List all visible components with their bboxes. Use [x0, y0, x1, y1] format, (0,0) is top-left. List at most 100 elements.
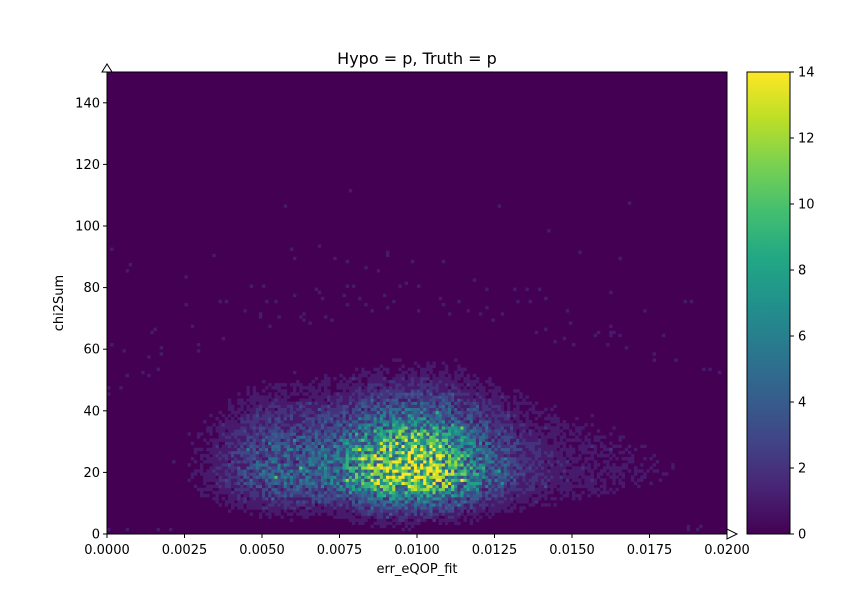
heatmap-cell: [398, 466, 402, 470]
heatmap-cell: [342, 487, 346, 492]
heatmap-cell: [258, 490, 263, 495]
heatmap-cell: [370, 444, 374, 449]
heatmap-cell: [336, 469, 340, 473]
heatmap-cell: [429, 469, 433, 473]
heatmap-cell: [342, 389, 346, 393]
heatmap-cell: [389, 475, 393, 479]
heatmap-cell: [568, 484, 573, 489]
heatmap-cell: [379, 457, 384, 461]
heatmap-cell: [510, 460, 514, 464]
heatmap-cell: [382, 463, 387, 467]
heatmap-cell: [472, 466, 477, 470]
heatmap-cell: [475, 490, 480, 495]
heatmap-cell: [358, 429, 362, 433]
heatmap-cell: [429, 435, 433, 439]
heatmap-cell: [212, 423, 216, 427]
heatmap-cell: [544, 296, 548, 301]
heatmap-cell: [277, 469, 281, 473]
heatmap-cell: [227, 453, 232, 458]
heatmap-cell: [277, 457, 281, 461]
heatmap-cell: [289, 444, 294, 449]
heatmap-cell: [317, 290, 322, 295]
heatmap-cell: [438, 497, 443, 501]
heatmap-cell: [324, 386, 328, 390]
heatmap-cell: [609, 324, 613, 328]
heatmap-cell: [528, 407, 532, 412]
heatmap-cell: [457, 398, 461, 402]
heatmap-cell: [314, 376, 319, 381]
heatmap-cell: [407, 395, 412, 399]
heatmap-cell: [299, 383, 303, 387]
heatmap-cell: [537, 441, 542, 445]
heatmap-cell: [351, 435, 356, 439]
heatmap-cell: [612, 466, 616, 470]
heatmap-cell: [336, 503, 340, 507]
heatmap-cell: [392, 469, 396, 473]
heatmap-cell: [277, 472, 281, 476]
heatmap-cell: [432, 398, 436, 402]
heatmap-cell: [345, 506, 350, 510]
heatmap-cell: [432, 407, 436, 412]
heatmap-cell: [370, 401, 374, 405]
heatmap-cell: [503, 460, 508, 464]
heatmap-cell: [488, 503, 492, 507]
heatmap-cell: [358, 497, 362, 501]
heatmap-cell: [432, 376, 436, 381]
heatmap-cell: [258, 420, 263, 424]
heatmap-cell: [612, 426, 616, 430]
heatmap-cell: [417, 478, 421, 482]
heatmap-cell: [463, 460, 467, 464]
heatmap-cell: [361, 423, 365, 427]
heatmap-cell: [451, 475, 455, 479]
heatmap-cell: [519, 435, 523, 439]
heatmap-cell: [426, 469, 430, 473]
heatmap-cell: [389, 463, 393, 467]
heatmap-cell: [519, 509, 523, 513]
heatmap-cell: [286, 438, 291, 442]
heatmap-cell: [336, 453, 340, 458]
heatmap-cell: [575, 469, 579, 473]
heatmap-cell: [506, 416, 511, 421]
heatmap-cell: [327, 410, 331, 415]
heatmap-cell: [544, 444, 548, 449]
heatmap-cell: [336, 395, 340, 399]
heatmap-cell: [333, 256, 337, 261]
heatmap-cell: [358, 389, 362, 393]
heatmap-cell: [305, 481, 309, 486]
heatmap-cell: [423, 410, 427, 415]
heatmap-cell: [283, 432, 288, 436]
heatmap-cell: [345, 500, 350, 504]
heatmap-cell: [568, 429, 573, 433]
heatmap-cell: [376, 466, 381, 470]
heatmap-cell: [333, 392, 337, 396]
heatmap-cell: [420, 373, 424, 378]
heatmap-cell: [460, 413, 464, 418]
heatmap-cell: [392, 380, 396, 384]
heatmap-cell: [274, 432, 278, 436]
heatmap-cell: [575, 438, 579, 442]
heatmap-cell: [497, 478, 501, 482]
heatmap-cell: [451, 380, 455, 384]
heatmap-cell: [252, 457, 257, 461]
heatmap-cell: [243, 475, 247, 479]
heatmap-cell: [305, 509, 309, 513]
heatmap-cell: [265, 410, 269, 415]
heatmap-cell: [262, 484, 266, 489]
heatmap-cell: [237, 416, 241, 421]
heatmap-cell: [342, 509, 346, 513]
heatmap-cell: [451, 515, 455, 519]
heatmap-cell: [562, 420, 567, 424]
heatmap-cell: [367, 453, 371, 458]
heatmap-cell: [283, 426, 288, 430]
heatmap-cell: [479, 413, 483, 418]
heatmap-cell: [482, 392, 486, 396]
heatmap-cell: [621, 457, 625, 461]
heatmap-cell: [382, 435, 387, 439]
heatmap-cell: [274, 469, 278, 473]
heatmap-cell: [395, 447, 399, 452]
heatmap-cell: [280, 413, 284, 418]
heatmap-cell: [612, 444, 616, 449]
heatmap-cell: [320, 503, 325, 507]
heatmap-cell: [426, 401, 430, 405]
heatmap-cell: [364, 389, 368, 393]
